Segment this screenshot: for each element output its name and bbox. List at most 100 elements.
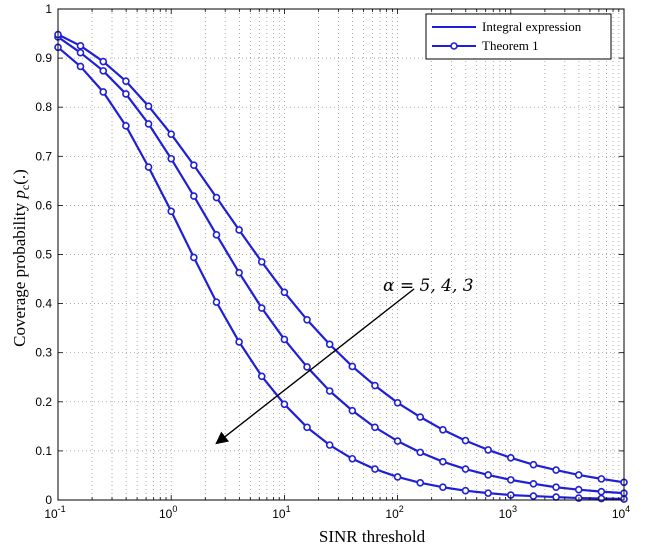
- y-tick-label: 0: [45, 493, 52, 507]
- data-point-alpha-4: [393, 437, 402, 445]
- legend-label-theorem: Theorem 1: [482, 38, 539, 53]
- data-point-alpha-5: [461, 486, 470, 495]
- data-point-alpha-5: [280, 400, 289, 409]
- data-point-alpha-3: [506, 453, 515, 462]
- data-point-alpha-5: [235, 338, 243, 346]
- y-tick-label: 1: [45, 2, 52, 16]
- series-alpha-3: [54, 30, 628, 487]
- data-point-alpha-4: [325, 387, 334, 395]
- data-point-alpha-3: [325, 340, 334, 349]
- data-point-alpha-4: [416, 448, 425, 457]
- x-tick-label: 10-1: [44, 504, 65, 521]
- data-point-alpha-4: [484, 471, 492, 479]
- y-axis-label-tail: (.): [10, 169, 29, 185]
- x-axis-label: SINR threshold: [319, 527, 426, 546]
- x-tick-label: 103: [499, 504, 517, 521]
- data-point-alpha-3: [76, 42, 85, 50]
- data-point-alpha-5: [529, 492, 538, 500]
- data-point-alpha-5: [552, 493, 560, 501]
- data-point-alpha-4: [122, 90, 130, 98]
- data-point-alpha-5: [257, 372, 266, 381]
- data-point-alpha-3: [393, 398, 402, 407]
- x-tick-label: 100: [159, 504, 177, 521]
- data-point-alpha-4: [144, 120, 153, 128]
- legend-marker-theorem: [450, 42, 458, 50]
- data-point-alpha-3: [212, 193, 221, 202]
- data-point-alpha-4: [348, 406, 357, 415]
- data-point-alpha-3: [167, 130, 175, 139]
- series-alpha-4: [54, 33, 628, 497]
- data-point-alpha-5: [303, 423, 311, 432]
- x-tick-base: 10: [612, 507, 626, 521]
- data-point-alpha-3: [371, 381, 379, 390]
- data-point-alpha-3: [574, 471, 583, 479]
- data-point-alpha-3: [597, 475, 606, 483]
- data-point-alpha-5: [348, 454, 357, 463]
- annotation-alpha: α = 5, 4, 3: [383, 276, 474, 296]
- y-axis-label-sub: c: [18, 185, 32, 190]
- legend: Integral expression Theorem 1: [425, 13, 612, 60]
- data-point-alpha-3: [529, 460, 538, 469]
- data-point-alpha-3: [461, 436, 470, 445]
- y-axis-label-var: p: [10, 190, 29, 200]
- data-point-alpha-3: [303, 316, 311, 324]
- y-tick-label: 0.5: [35, 248, 52, 262]
- data-point-alpha-3: [280, 288, 289, 297]
- x-tick-label: 104: [612, 504, 630, 521]
- data-point-alpha-4: [552, 483, 560, 492]
- data-point-alpha-3: [235, 226, 243, 234]
- y-axis-label-main: Coverage probability: [10, 199, 29, 347]
- data-point-alpha-3: [348, 362, 357, 371]
- data-point-alpha-4: [99, 67, 108, 75]
- y-tick-label: 0.9: [35, 51, 52, 65]
- grid-lines: [58, 9, 624, 500]
- y-tick-label: 0.2: [35, 395, 52, 409]
- annotation-arrow: [215, 288, 415, 445]
- data-point-alpha-3: [144, 102, 153, 111]
- data-point-alpha-3: [439, 425, 447, 434]
- data-point-alpha-4: [212, 231, 221, 239]
- y-tick-label: 0.6: [35, 198, 52, 212]
- data-point-alpha-5: [439, 483, 447, 492]
- y-axis-label: Coverage probability pc(.): [10, 169, 32, 347]
- data-point-alpha-4: [597, 487, 606, 496]
- data-point-alpha-4: [506, 476, 515, 484]
- x-tick-label: 101: [272, 504, 290, 521]
- data-point-alpha-5: [371, 465, 379, 473]
- legend-label-integral: Integral expression: [482, 19, 582, 34]
- x-tick-base: 10: [44, 507, 58, 521]
- y-tick-label: 0.3: [35, 346, 52, 360]
- data-point-alpha-4: [529, 479, 538, 488]
- data-point-alpha-4: [190, 192, 198, 200]
- y-tick-label: 0.1: [35, 444, 52, 458]
- data-point-alpha-3: [552, 466, 560, 474]
- data-point-alpha-3: [416, 413, 425, 421]
- data-point-alpha-5: [325, 441, 334, 449]
- series-line-alpha-3: [57, 33, 625, 484]
- x-tick-exponent: 4: [625, 504, 630, 514]
- data-point-alpha-5: [484, 489, 492, 497]
- legend-box: [425, 13, 612, 60]
- data-point-alpha-4: [280, 335, 289, 344]
- data-point-alpha-5: [122, 122, 130, 130]
- data-point-alpha-5: [190, 253, 198, 262]
- data-point-alpha-4: [439, 457, 447, 466]
- data-point-alpha-3: [190, 161, 198, 169]
- x-tick-label: 102: [385, 504, 403, 521]
- data-point-alpha-4: [461, 465, 470, 473]
- data-point-alpha-4: [76, 48, 85, 57]
- data-point-alpha-5: [144, 163, 153, 171]
- y-tick-label: 0.7: [35, 149, 52, 163]
- data-point-alpha-3: [257, 258, 266, 266]
- x-tick-exponent: 1: [286, 504, 291, 514]
- data-point-alpha-4: [257, 304, 266, 312]
- data-point-alpha-5: [416, 479, 425, 487]
- data-point-alpha-5: [167, 207, 175, 216]
- y-tick-label: 0.8: [35, 100, 52, 114]
- x-tick-base: 10: [385, 507, 399, 521]
- data-point-alpha-4: [235, 268, 243, 277]
- x-tick-base: 10: [499, 507, 513, 521]
- data-point-alpha-3: [122, 77, 130, 85]
